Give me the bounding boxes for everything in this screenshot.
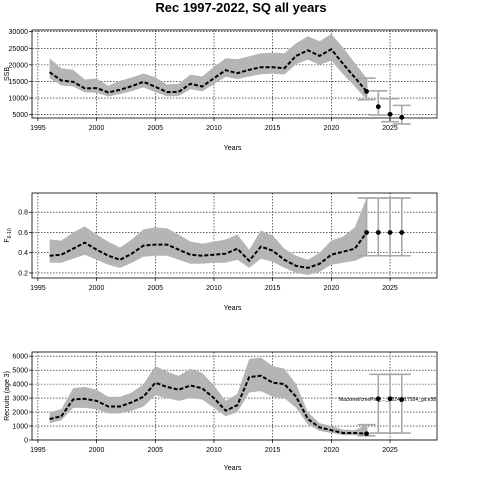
f-y-tick-label: 0.2 [18,270,28,277]
recruits-projection-point [364,431,369,437]
f-x-tick-label: 2000 [89,285,105,292]
f-x-tick-label: 2020 [324,285,340,292]
ssb-y-tick-label: 10000 [9,96,29,103]
ssb-confidence-band [49,34,367,100]
recruits-y-tick-label: 2000 [12,410,28,417]
f-x-tick-label: 2010 [206,285,222,292]
ssb-y-tick-label: 20000 [9,62,29,69]
recruits-y-axis-label: Recruits (age 3) [4,371,11,421]
f-x-tick-label: 2005 [147,285,163,292]
recruits-y-tick-label: 4000 [12,382,28,389]
recruits-confidence-band [49,357,367,436]
recruits-y-tick-label: 1000 [12,424,28,431]
ssb-y-axis-label: SSB [4,67,11,81]
recruits-x-tick-label: 2000 [89,447,105,454]
f-median-line [49,231,368,269]
f-y-tick-label: 0.4 [18,250,28,257]
recruits-x-tick-label: 1995 [30,447,46,454]
ssb-x-tick-label: 2000 [89,125,105,132]
ssb-x-axis-label: Years [224,145,242,152]
ssb-y-tick-label: 25000 [9,46,29,53]
recruits-x-axis-label: Years [224,465,242,472]
ssb-plot-frame [31,29,438,119]
recruits-y-tick-label: 0 [24,438,28,445]
f-x-tick-label: 2025 [382,285,398,292]
ssb-x-tick-label: 2015 [265,125,281,132]
f-x-tick-label: 2015 [265,285,281,292]
f-y-axis-label-subscript: 6-10 [7,228,13,238]
ssb-y-tick-label: 30000 [9,29,29,36]
ssb-x-tick-label: 2020 [324,125,340,132]
ssb-panel: 1995 2000 2005 2010 2015 2020 2025 5000 10000 150… [4,29,438,152]
ssb-x-tick-label: 2010 [206,125,222,132]
f-x-axis-label: Years [224,305,242,312]
recruits-y-tick-label: 3000 [12,396,28,403]
recruits-x-tick-label: 2015 [265,447,281,454]
f-y-tick-label: 0.6 [18,230,28,237]
recruits-x-tick-label: 2020 [324,447,340,454]
recruits-y-tick-label: 6000 [12,354,28,361]
f-y-axis-label: F6-10 [4,228,13,243]
f-panel: 1995 2000 2005 2010 2015 2020 2025 0.2 0.4 0.6 0.8… [4,192,438,312]
recruits-projection-point [375,396,381,402]
recruits-x-tick-label: 2005 [147,447,163,454]
recruits-plot-frame [31,351,438,441]
ssb-y-tick-label: 15000 [9,79,29,86]
recruits-annotation: Mackerel/cmeProj_..._2024_r17924_git:e38 [339,397,436,403]
f-projection-point [399,230,405,235]
recruits-x-tick-label: 2010 [206,447,222,454]
f-x-tick-label: 1995 [30,285,46,292]
f-plot-frame [31,192,438,279]
f-y-tick-label: 0.8 [18,210,28,217]
recruits-y-tick-label: 5000 [12,368,28,375]
f-projection-point [364,230,369,235]
f-projection-point [375,230,381,235]
ssb-x-tick-label: 2025 [382,125,398,132]
ssb-y-tick-label: 5000 [12,112,28,119]
ssb-median-line [49,48,368,94]
recruits-projection-point [387,396,393,402]
recruits-projection-point [399,397,405,402]
ssb-projection-point [387,111,393,117]
recruits-median-line [49,374,367,435]
ssb-x-tick-label: 2005 [147,125,163,132]
ssb-x-tick-label: 1995 [30,125,46,132]
f-projection-point [387,230,393,235]
ssb-projection-point [399,114,405,120]
ssb-projection-point [375,104,381,110]
recruits-panel: 1995 2000 2005 2010 2015 2020 2025 0 1000 2000 300… [4,351,438,472]
recruits-x-tick-label: 2025 [382,447,398,454]
ssb-projection-point [364,89,369,94]
figure-title: Rec 1997-2022, SQ all years [155,0,326,15]
